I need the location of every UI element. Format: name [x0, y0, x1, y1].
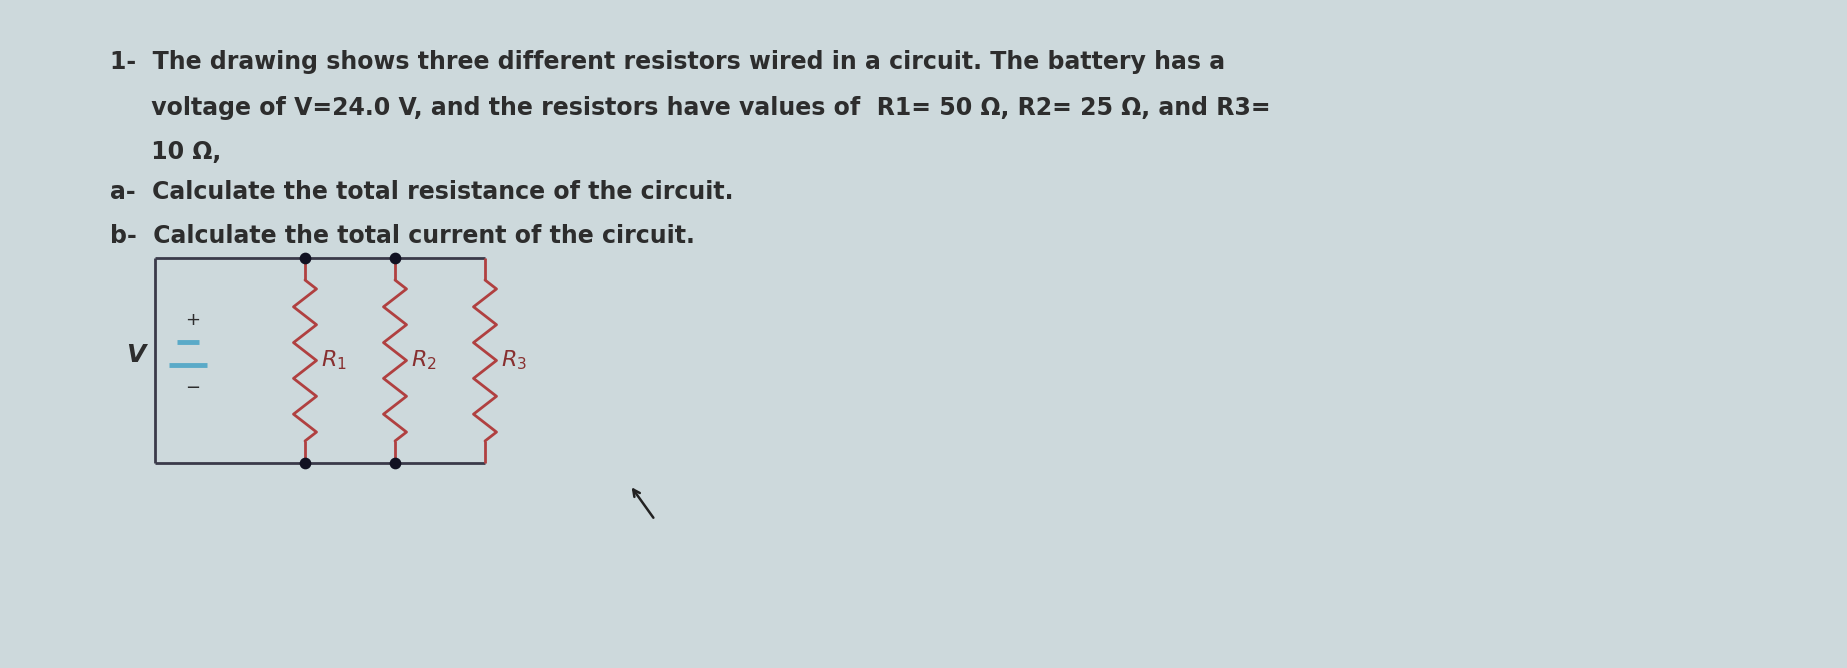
Point	[380, 458, 410, 468]
Point	[290, 458, 320, 468]
Text: 10 Ω,: 10 Ω,	[111, 140, 222, 164]
Text: +: +	[185, 311, 201, 329]
Text: V: V	[126, 343, 146, 367]
Text: $R_3$: $R_3$	[501, 349, 526, 372]
Point	[290, 253, 320, 263]
Point	[380, 253, 410, 263]
Text: −: −	[185, 379, 201, 397]
Text: voltage of V=24.0 V, and the resistors have values of  R1= 50 Ω, R2= 25 Ω, and R: voltage of V=24.0 V, and the resistors h…	[111, 96, 1271, 120]
Text: $R_1$: $R_1$	[321, 349, 347, 372]
Text: 1-  The drawing shows three different resistors wired in a circuit. The battery : 1- The drawing shows three different res…	[111, 50, 1225, 74]
Text: $R_2$: $R_2$	[412, 349, 436, 372]
Text: a-  Calculate the total resistance of the circuit.: a- Calculate the total resistance of the…	[111, 180, 733, 204]
Text: b-  Calculate the total current of the circuit.: b- Calculate the total current of the ci…	[111, 224, 694, 248]
